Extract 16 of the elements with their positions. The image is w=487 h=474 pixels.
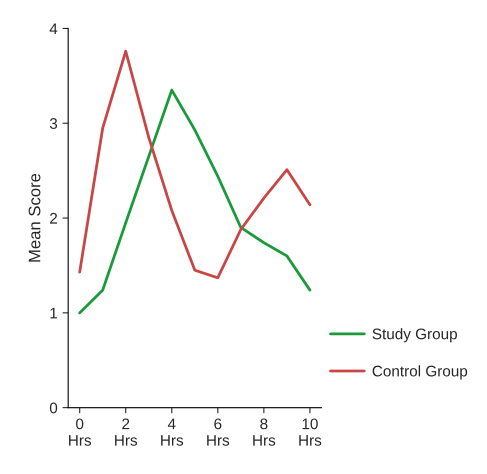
x-tick-label: 2 Hrs <box>115 418 138 446</box>
y-tick-label: 1 <box>50 308 58 318</box>
y-tick-label: 3 <box>50 118 58 129</box>
x-tick-label: 6 Hrs <box>207 418 230 446</box>
x-tick-label: 4 Hrs <box>161 418 184 446</box>
y-axis-title: Mean Score <box>28 174 40 262</box>
x-tick-label: 0 Hrs <box>69 418 92 446</box>
line-series <box>78 88 312 314</box>
y-tick-label: 2 <box>50 212 57 224</box>
x-tick-label: 10 Hrs <box>299 418 322 446</box>
legend-label: Study Group <box>372 328 457 342</box>
x-tick-label: 8 Hrs <box>253 418 276 446</box>
line-series <box>78 50 312 280</box>
y-tick-label: 0 <box>50 402 58 414</box>
y-tick-label: 4 <box>50 23 58 34</box>
legend-label: Control Group <box>372 365 468 380</box>
